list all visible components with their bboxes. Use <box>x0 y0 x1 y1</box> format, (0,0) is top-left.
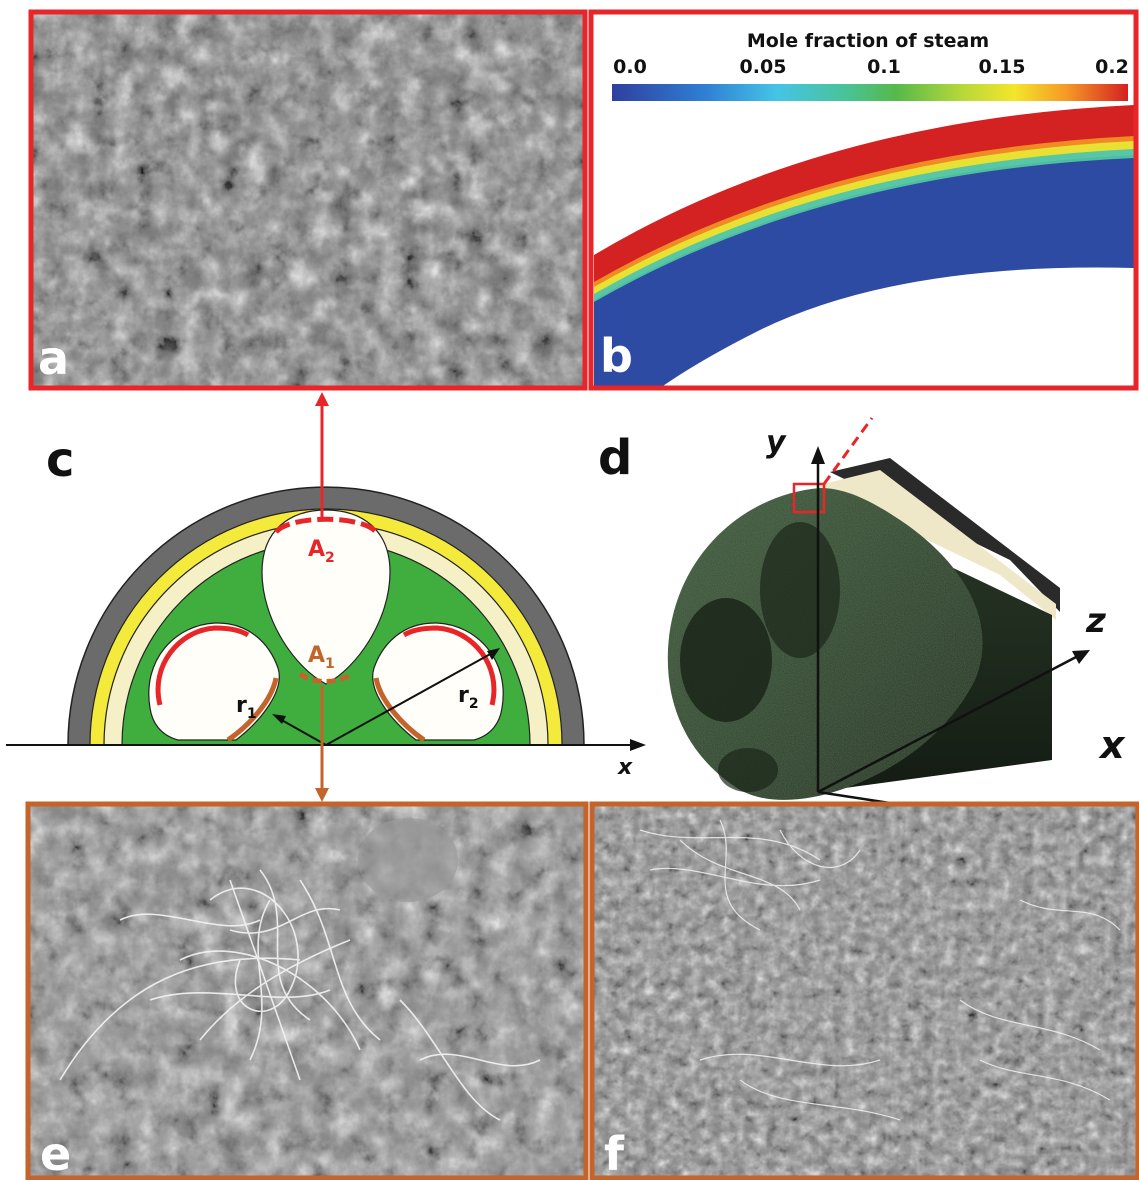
panel-e-letter: e <box>40 1127 71 1180</box>
panel-e-sem-image <box>30 806 584 1176</box>
detail-highlight-box <box>792 482 826 514</box>
A2-label: A2 <box>308 537 335 566</box>
x-axis-arrowhead <box>630 739 646 751</box>
panel-e-frame <box>25 801 589 1180</box>
colorbar <box>612 84 1128 101</box>
panel-d: d y z x <box>598 417 1132 845</box>
colorbar-tick-3: 0.15 <box>979 56 1026 78</box>
cylinder-end-face-grain <box>667 488 983 800</box>
panel-e: e <box>25 801 589 1180</box>
A2-boundary <box>274 516 378 534</box>
A1-label: A1 <box>308 643 335 672</box>
panel-f: f <box>589 801 1139 1180</box>
r1-arrowhead <box>272 714 286 724</box>
channel-top <box>261 509 391 685</box>
r2-label: r2 <box>458 683 479 712</box>
channel-right <box>372 622 504 741</box>
panel-b-letter: b <box>600 329 633 383</box>
axis-z-arrowhead <box>1072 650 1090 664</box>
panel-a-sem-image <box>33 14 583 386</box>
panel-a-letter: a <box>38 331 69 385</box>
arrow-up-to-a-head <box>315 392 329 406</box>
panel-f-letter: f <box>604 1127 625 1180</box>
panel-f-frame <box>589 801 1139 1180</box>
colorbar-tick-2: 0.1 <box>867 56 901 78</box>
colorbar-tick-0: 0.0 <box>613 56 647 78</box>
axis-z <box>817 654 1079 794</box>
axis-x-label: x <box>1098 723 1126 767</box>
detail-dashed-line <box>822 417 874 485</box>
axis-y-arrowhead <box>811 446 825 464</box>
nanofiber-strands <box>639 819 1121 1121</box>
channel-left <box>148 622 280 741</box>
arrow-down-to-e-head <box>315 788 329 802</box>
channel-left-orange-edge <box>226 677 279 743</box>
axis-z-label: z <box>1085 601 1106 641</box>
channel-opening-top <box>760 522 840 658</box>
panel-f-sem-image <box>594 806 1136 1176</box>
nanofiber-cluster <box>59 869 541 1121</box>
channel-left-red-edge <box>155 625 250 706</box>
colorbar-title: Mole fraction of steam <box>747 30 989 52</box>
axis-y-label: y <box>766 425 787 460</box>
r2-arrow <box>325 651 495 746</box>
colorbar-tick-4: 0.2 <box>1095 56 1129 78</box>
panel-c: c x r1 r2 A2 A1 <box>6 392 646 802</box>
steam-low-region <box>594 155 1134 386</box>
r2-arrowhead <box>487 648 500 660</box>
x-axis-label: x <box>617 755 633 780</box>
channel-right-red-edge <box>402 625 497 706</box>
channel-opening-bottom <box>718 748 778 792</box>
r1-arrow <box>277 717 327 746</box>
panel-a-frame <box>28 9 588 391</box>
channel-opening-left <box>680 598 772 722</box>
panel-c-letter: c <box>46 432 74 488</box>
A1-boundary <box>298 671 354 684</box>
panel-b-frame <box>588 9 1139 391</box>
panel-d-letter: d <box>598 430 632 486</box>
channel-right-orange-edge <box>373 677 426 743</box>
steam-high-region <box>594 105 1134 282</box>
panel-b: Mole fraction of steam 0.0 0.05 0.1 0.15… <box>588 9 1139 391</box>
r1-label: r1 <box>236 693 257 722</box>
panel-a: a <box>28 9 588 391</box>
colorbar-tick-1: 0.05 <box>740 56 787 78</box>
large-grain <box>358 818 458 902</box>
